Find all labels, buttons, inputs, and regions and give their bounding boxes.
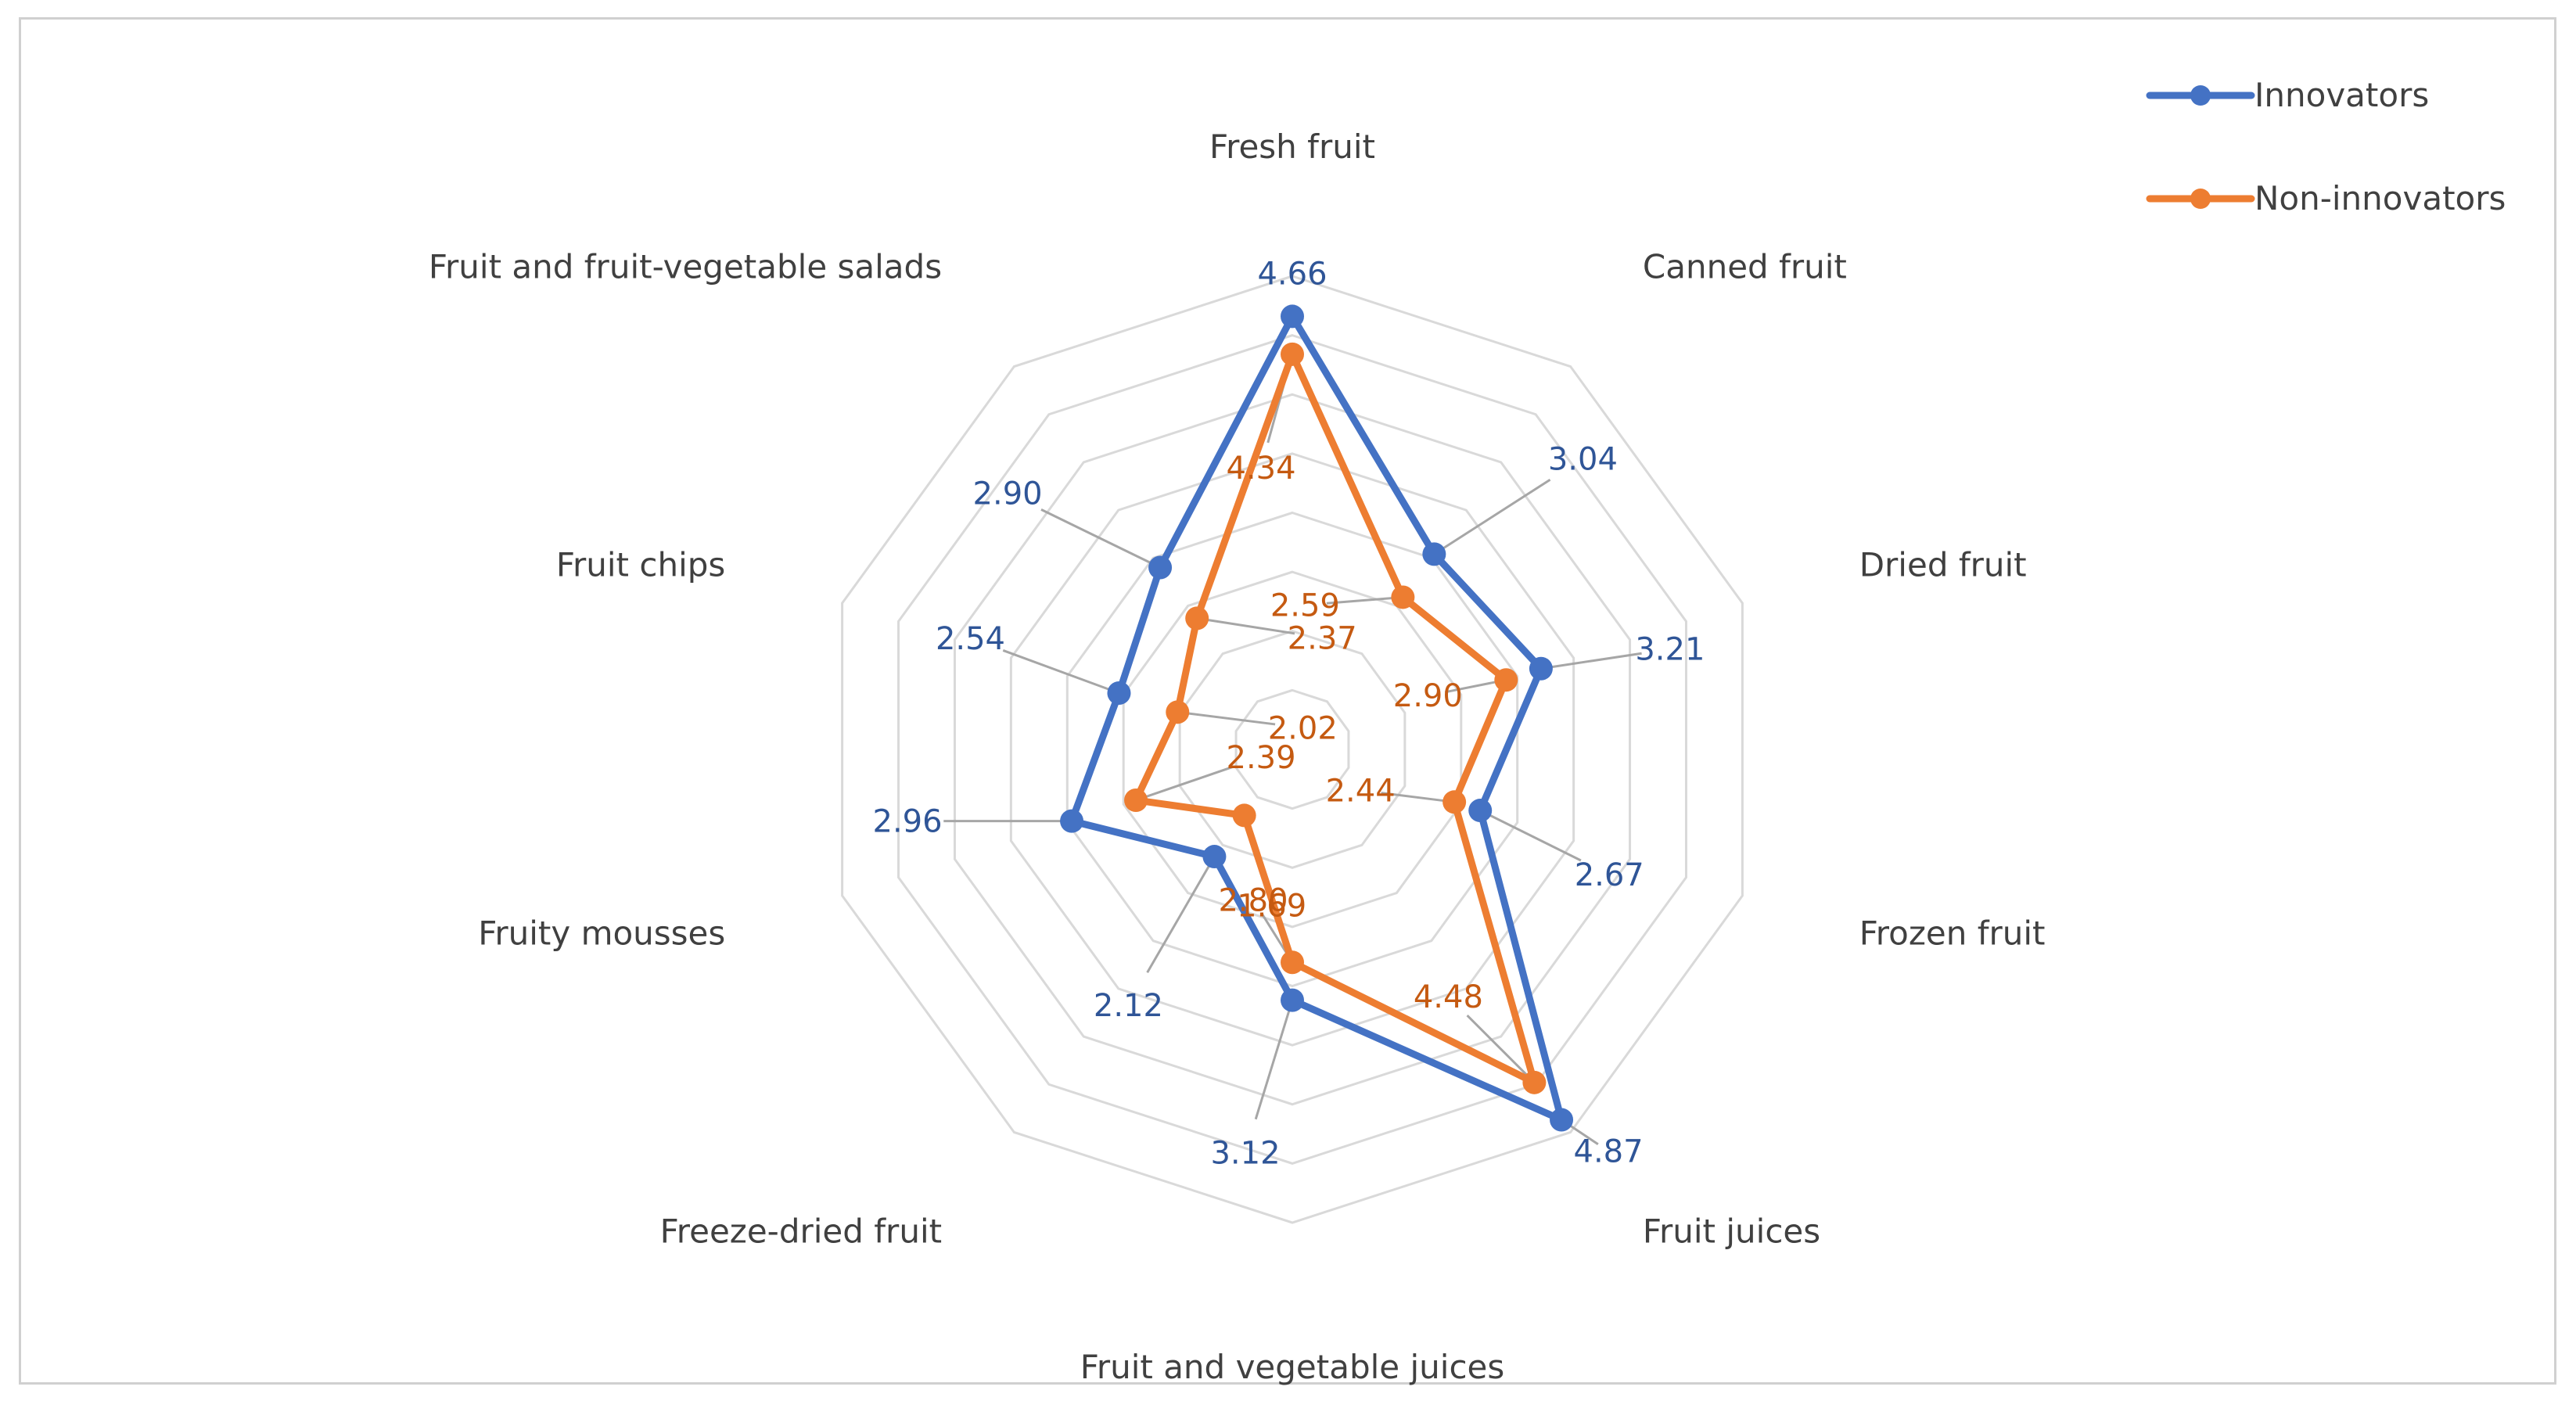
leader-line-non-innovators-9	[1196, 616, 1295, 635]
value-label-innovators-7: 2.96	[873, 804, 943, 840]
chart-frame	[19, 17, 2556, 1385]
point-non-innovators-1[interactable]	[1391, 585, 1415, 609]
point-non-innovators-3[interactable]	[1442, 790, 1467, 814]
leader-line-innovators-1	[1433, 478, 1551, 555]
value-label-non-innovators-6: 1.69	[1237, 888, 1306, 924]
legend: Innovators Non-innovators	[2146, 76, 2506, 217]
value-label-non-innovators-8: 2.02	[1268, 710, 1338, 746]
value-label-non-innovators-0: 4.34	[1226, 451, 1295, 487]
category-label-2: Dried fruit	[1859, 546, 2027, 584]
value-label-innovators-2: 3.21	[1635, 632, 1705, 668]
category-label-0: Fresh fruit	[1209, 128, 1375, 166]
legend-marker-non-innovators	[2190, 189, 2211, 209]
value-label-innovators-6: 2.12	[1094, 988, 1163, 1024]
value-label-non-innovators-3: 2.44	[1326, 773, 1396, 809]
category-label-6: Freeze-dried fruit	[660, 1212, 942, 1250]
category-label-5: Fruit and vegetable juices	[1080, 1348, 1505, 1386]
category-label-3: Frozen fruit	[1859, 914, 2046, 952]
category-label-9: Fruit and fruit-vegetable salads	[429, 248, 942, 286]
leader-line-non-innovators-3	[1381, 792, 1455, 803]
leader-line-non-innovators-8	[1177, 710, 1276, 726]
grid-ring-5	[1009, 452, 1575, 1047]
leader-line-innovators-2	[1540, 652, 1642, 670]
point-innovators-3[interactable]	[1468, 799, 1493, 823]
leader-line-innovators-3	[1479, 809, 1582, 862]
value-label-innovators-1: 3.04	[1548, 441, 1618, 477]
point-innovators-4[interactable]	[1550, 1108, 1574, 1132]
value-label-non-innovators-5: 2.80	[1218, 882, 1288, 918]
point-non-innovators-6[interactable]	[1232, 803, 1256, 828]
leader-line-non-innovators-1	[1326, 595, 1403, 605]
value-label-innovators-4: 4.87	[1574, 1134, 1644, 1170]
leader-line-innovators-5	[1254, 1000, 1294, 1120]
point-non-innovators-4[interactable]	[1522, 1070, 1547, 1094]
leader-lines	[943, 354, 1642, 1145]
category-label-8: Fruit chips	[556, 546, 725, 584]
value-label-innovators-0: 4.66	[1257, 256, 1327, 292]
value-label-innovators-5: 3.12	[1210, 1136, 1280, 1172]
legend-item-innovators[interactable]: Innovators	[2146, 76, 2429, 114]
legend-item-non-innovators[interactable]: Non-innovators	[2146, 179, 2506, 217]
point-innovators-7[interactable]	[1060, 809, 1084, 833]
category-label-7: Fruity mousses	[478, 914, 725, 952]
value-label-innovators-3: 2.67	[1575, 857, 1644, 893]
value-label-innovators-9: 2.90	[973, 476, 1043, 512]
point-innovators-5[interactable]	[1281, 988, 1304, 1012]
point-innovators-6[interactable]	[1202, 845, 1227, 869]
point-non-innovators-5[interactable]	[1281, 950, 1304, 975]
leader-line-innovators-9	[1040, 508, 1161, 569]
point-innovators-8[interactable]	[1107, 681, 1131, 706]
grid-ring-6	[953, 393, 1632, 1106]
point-non-innovators-2[interactable]	[1494, 668, 1518, 692]
series-layer	[1060, 304, 1574, 1132]
point-innovators-0[interactable]	[1281, 304, 1304, 329]
value-label-innovators-8: 2.54	[936, 621, 1005, 657]
legend-marker-innovators	[2190, 85, 2211, 106]
grid-ring-3	[1122, 570, 1463, 929]
point-innovators-1[interactable]	[1422, 542, 1446, 566]
point-non-innovators-7[interactable]	[1124, 788, 1148, 812]
value-labels: 4.66 3.04 3.21 2.67 4.87 3.12 2.12 2.96 2.54 2.90…	[873, 256, 1705, 1171]
leader-line-innovators-6	[1146, 856, 1216, 973]
legend-label-non-innovators: Non-innovators	[2254, 179, 2506, 217]
point-non-innovators-0[interactable]	[1281, 342, 1304, 366]
category-labels: Fresh fruit Canned fruit Dried fruit Frozen…	[429, 128, 2046, 1386]
leader-line-non-innovators-7	[1135, 765, 1234, 802]
value-label-non-innovators-7: 2.39	[1227, 740, 1296, 776]
point-non-innovators-8[interactable]	[1166, 700, 1190, 724]
value-label-non-innovators-4: 4.48	[1414, 979, 1483, 1015]
leader-line-innovators-8	[1002, 649, 1119, 695]
point-non-innovators-9[interactable]	[1185, 606, 1209, 630]
grid-ring-7	[897, 334, 1687, 1165]
value-label-non-innovators-9: 2.37	[1288, 620, 1357, 656]
point-innovators-2[interactable]	[1529, 656, 1553, 681]
legend-label-innovators: Innovators	[2254, 76, 2429, 114]
category-label-4: Fruit juices	[1643, 1212, 1820, 1250]
grid-ring-2	[1178, 630, 1407, 869]
grid-ring-4	[1065, 511, 1519, 988]
value-label-non-innovators-2: 2.90	[1393, 678, 1463, 714]
point-innovators-9[interactable]	[1148, 555, 1173, 580]
value-label-non-innovators-1: 2.59	[1270, 587, 1340, 623]
grid-ring-8	[841, 275, 1744, 1224]
category-label-1: Canned fruit	[1643, 248, 1847, 286]
leader-line-non-innovators-4	[1466, 1014, 1536, 1083]
